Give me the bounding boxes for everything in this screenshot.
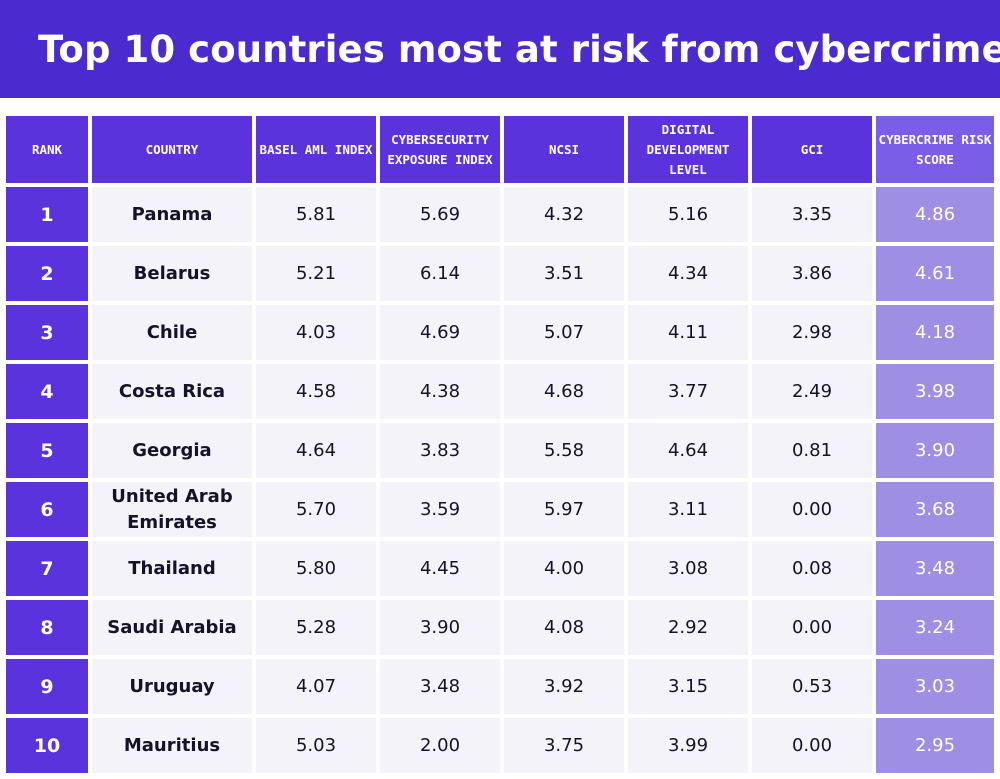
rank-cell: 1 (6, 187, 88, 242)
ncsi-cell: 4.68 (504, 364, 624, 419)
gci-cell: 0.00 (752, 600, 872, 655)
basel-aml-index-cell: 5.80 (256, 541, 376, 596)
cybersecurity-exposure-index-cell: 3.83 (380, 423, 500, 478)
digital-development-level-cell: 3.15 (628, 659, 748, 714)
country-cell: United Arab Emirates (92, 482, 252, 537)
country-cell: Uruguay (92, 659, 252, 714)
basel-aml-index-cell: 4.64 (256, 423, 376, 478)
ncsi-cell: 3.75 (504, 718, 624, 773)
cybersecurity-exposure-index-cell: 3.59 (380, 482, 500, 537)
rank-cell: 6 (6, 482, 88, 537)
digital-development-level-cell: 3.77 (628, 364, 748, 419)
country-cell: Saudi Arabia (92, 600, 252, 655)
rank-cell: 5 (6, 423, 88, 478)
cybersecurity-exposure-index-cell: 2.00 (380, 718, 500, 773)
rank-cell: 2 (6, 246, 88, 301)
cybersecurity-exposure-index-cell: 4.45 (380, 541, 500, 596)
rank-cell: 4 (6, 364, 88, 419)
risk-score-cell: 3.24 (876, 600, 994, 655)
basel-aml-index-cell: 5.81 (256, 187, 376, 242)
rank-cell: 9 (6, 659, 88, 714)
risk-score-cell: 3.48 (876, 541, 994, 596)
ncsi-cell: 3.51 (504, 246, 624, 301)
column-header-cybercrime-risk-score: CYBERCRIME RISK SCORE (876, 116, 994, 183)
risk-score-cell: 4.86 (876, 187, 994, 242)
digital-development-level-cell: 5.16 (628, 187, 748, 242)
column-header-rank: RANK (6, 116, 88, 183)
gci-cell: 0.00 (752, 482, 872, 537)
digital-development-level-cell: 4.11 (628, 305, 748, 360)
gci-cell: 0.81 (752, 423, 872, 478)
risk-score-cell: 3.03 (876, 659, 994, 714)
country-cell: Chile (92, 305, 252, 360)
gci-cell: 0.00 (752, 718, 872, 773)
country-cell: Mauritius (92, 718, 252, 773)
ncsi-cell: 5.07 (504, 305, 624, 360)
rank-cell: 3 (6, 305, 88, 360)
ncsi-cell: 4.32 (504, 187, 624, 242)
risk-score-cell: 2.95 (876, 718, 994, 773)
basel-aml-index-cell: 5.03 (256, 718, 376, 773)
ncsi-cell: 3.92 (504, 659, 624, 714)
rank-cell: 7 (6, 541, 88, 596)
ncsi-cell: 5.97 (504, 482, 624, 537)
risk-score-cell: 4.61 (876, 246, 994, 301)
gci-cell: 0.08 (752, 541, 872, 596)
ncsi-cell: 4.00 (504, 541, 624, 596)
ncsi-cell: 4.08 (504, 600, 624, 655)
digital-development-level-cell: 3.11 (628, 482, 748, 537)
risk-score-cell: 3.68 (876, 482, 994, 537)
gci-cell: 2.49 (752, 364, 872, 419)
column-header-digital-development-level: DIGITAL DEVELOPMENT LEVEL (628, 116, 748, 183)
rank-cell: 8 (6, 600, 88, 655)
basel-aml-index-cell: 5.28 (256, 600, 376, 655)
rank-cell: 10 (6, 718, 88, 773)
cybersecurity-exposure-index-cell: 6.14 (380, 246, 500, 301)
country-cell: Costa Rica (92, 364, 252, 419)
basel-aml-index-cell: 4.07 (256, 659, 376, 714)
column-header-gci: GCI (752, 116, 872, 183)
page-title: Top 10 countries most at risk from cyber… (38, 28, 1000, 71)
title-banner: Top 10 countries most at risk from cyber… (0, 0, 1000, 98)
basel-aml-index-cell: 4.58 (256, 364, 376, 419)
digital-development-level-cell: 3.99 (628, 718, 748, 773)
cybersecurity-exposure-index-cell: 3.48 (380, 659, 500, 714)
risk-score-cell: 3.90 (876, 423, 994, 478)
cybersecurity-exposure-index-cell: 4.69 (380, 305, 500, 360)
risk-table: RANK COUNTRY BASEL AML INDEX CYBERSECURITY … (6, 116, 994, 773)
basel-aml-index-cell: 4.03 (256, 305, 376, 360)
ncsi-cell: 5.58 (504, 423, 624, 478)
digital-development-level-cell: 3.08 (628, 541, 748, 596)
cybersecurity-exposure-index-cell: 4.38 (380, 364, 500, 419)
country-cell: Belarus (92, 246, 252, 301)
country-cell: Panama (92, 187, 252, 242)
country-cell: Georgia (92, 423, 252, 478)
digital-development-level-cell: 4.64 (628, 423, 748, 478)
country-cell: Thailand (92, 541, 252, 596)
digital-development-level-cell: 2.92 (628, 600, 748, 655)
gci-cell: 2.98 (752, 305, 872, 360)
cybersecurity-exposure-index-cell: 5.69 (380, 187, 500, 242)
digital-development-level-cell: 4.34 (628, 246, 748, 301)
gci-cell: 3.35 (752, 187, 872, 242)
column-header-cybersecurity-exposure-index: CYBERSECURITY EXPOSURE INDEX (380, 116, 500, 183)
column-header-basel-aml-index: BASEL AML INDEX (256, 116, 376, 183)
risk-score-cell: 3.98 (876, 364, 994, 419)
risk-score-cell: 4.18 (876, 305, 994, 360)
basel-aml-index-cell: 5.21 (256, 246, 376, 301)
cybersecurity-exposure-index-cell: 3.90 (380, 600, 500, 655)
gci-cell: 0.53 (752, 659, 872, 714)
gci-cell: 3.86 (752, 246, 872, 301)
column-header-ncsi: NCSI (504, 116, 624, 183)
column-header-country: COUNTRY (92, 116, 252, 183)
basel-aml-index-cell: 5.70 (256, 482, 376, 537)
